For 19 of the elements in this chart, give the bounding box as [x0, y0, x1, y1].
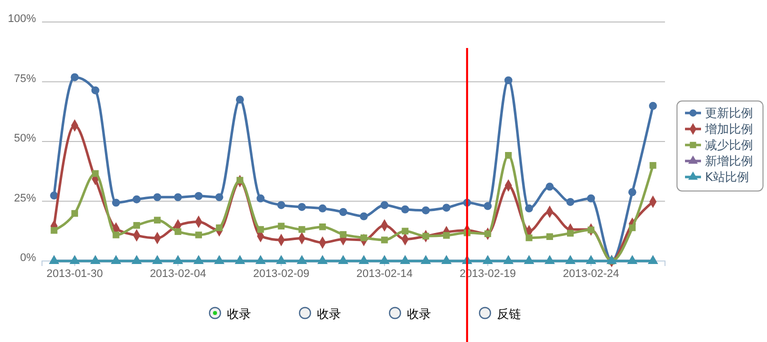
text: 收录: [407, 307, 431, 321]
x-tick-label: 2013-02-04: [150, 268, 206, 280]
legend-label: 更新比例: [705, 106, 753, 120]
y-tick-label: 0%: [20, 252, 36, 264]
y-tick-label: 100%: [8, 13, 36, 25]
x-tick-label: 2013-01-30: [46, 268, 103, 280]
legend-label: 新增比例: [705, 154, 753, 168]
y-tick-label: 50%: [14, 132, 36, 144]
legend-label: K站比例: [705, 170, 749, 184]
y-tick-label: 25%: [14, 192, 36, 204]
text: 反链: [497, 307, 521, 321]
x-tick-label: 2013-02-09: [253, 268, 310, 280]
legend-label: 减少比例: [705, 138, 753, 152]
text: 收录: [227, 307, 251, 321]
text: 收录: [317, 307, 341, 321]
x-tick-label: 2013-02-14: [356, 268, 413, 280]
x-tick-label: 2013-02-24: [562, 268, 620, 280]
y-tick-label: 75%: [14, 72, 36, 85]
legend-label: 增加比例: [704, 122, 753, 136]
